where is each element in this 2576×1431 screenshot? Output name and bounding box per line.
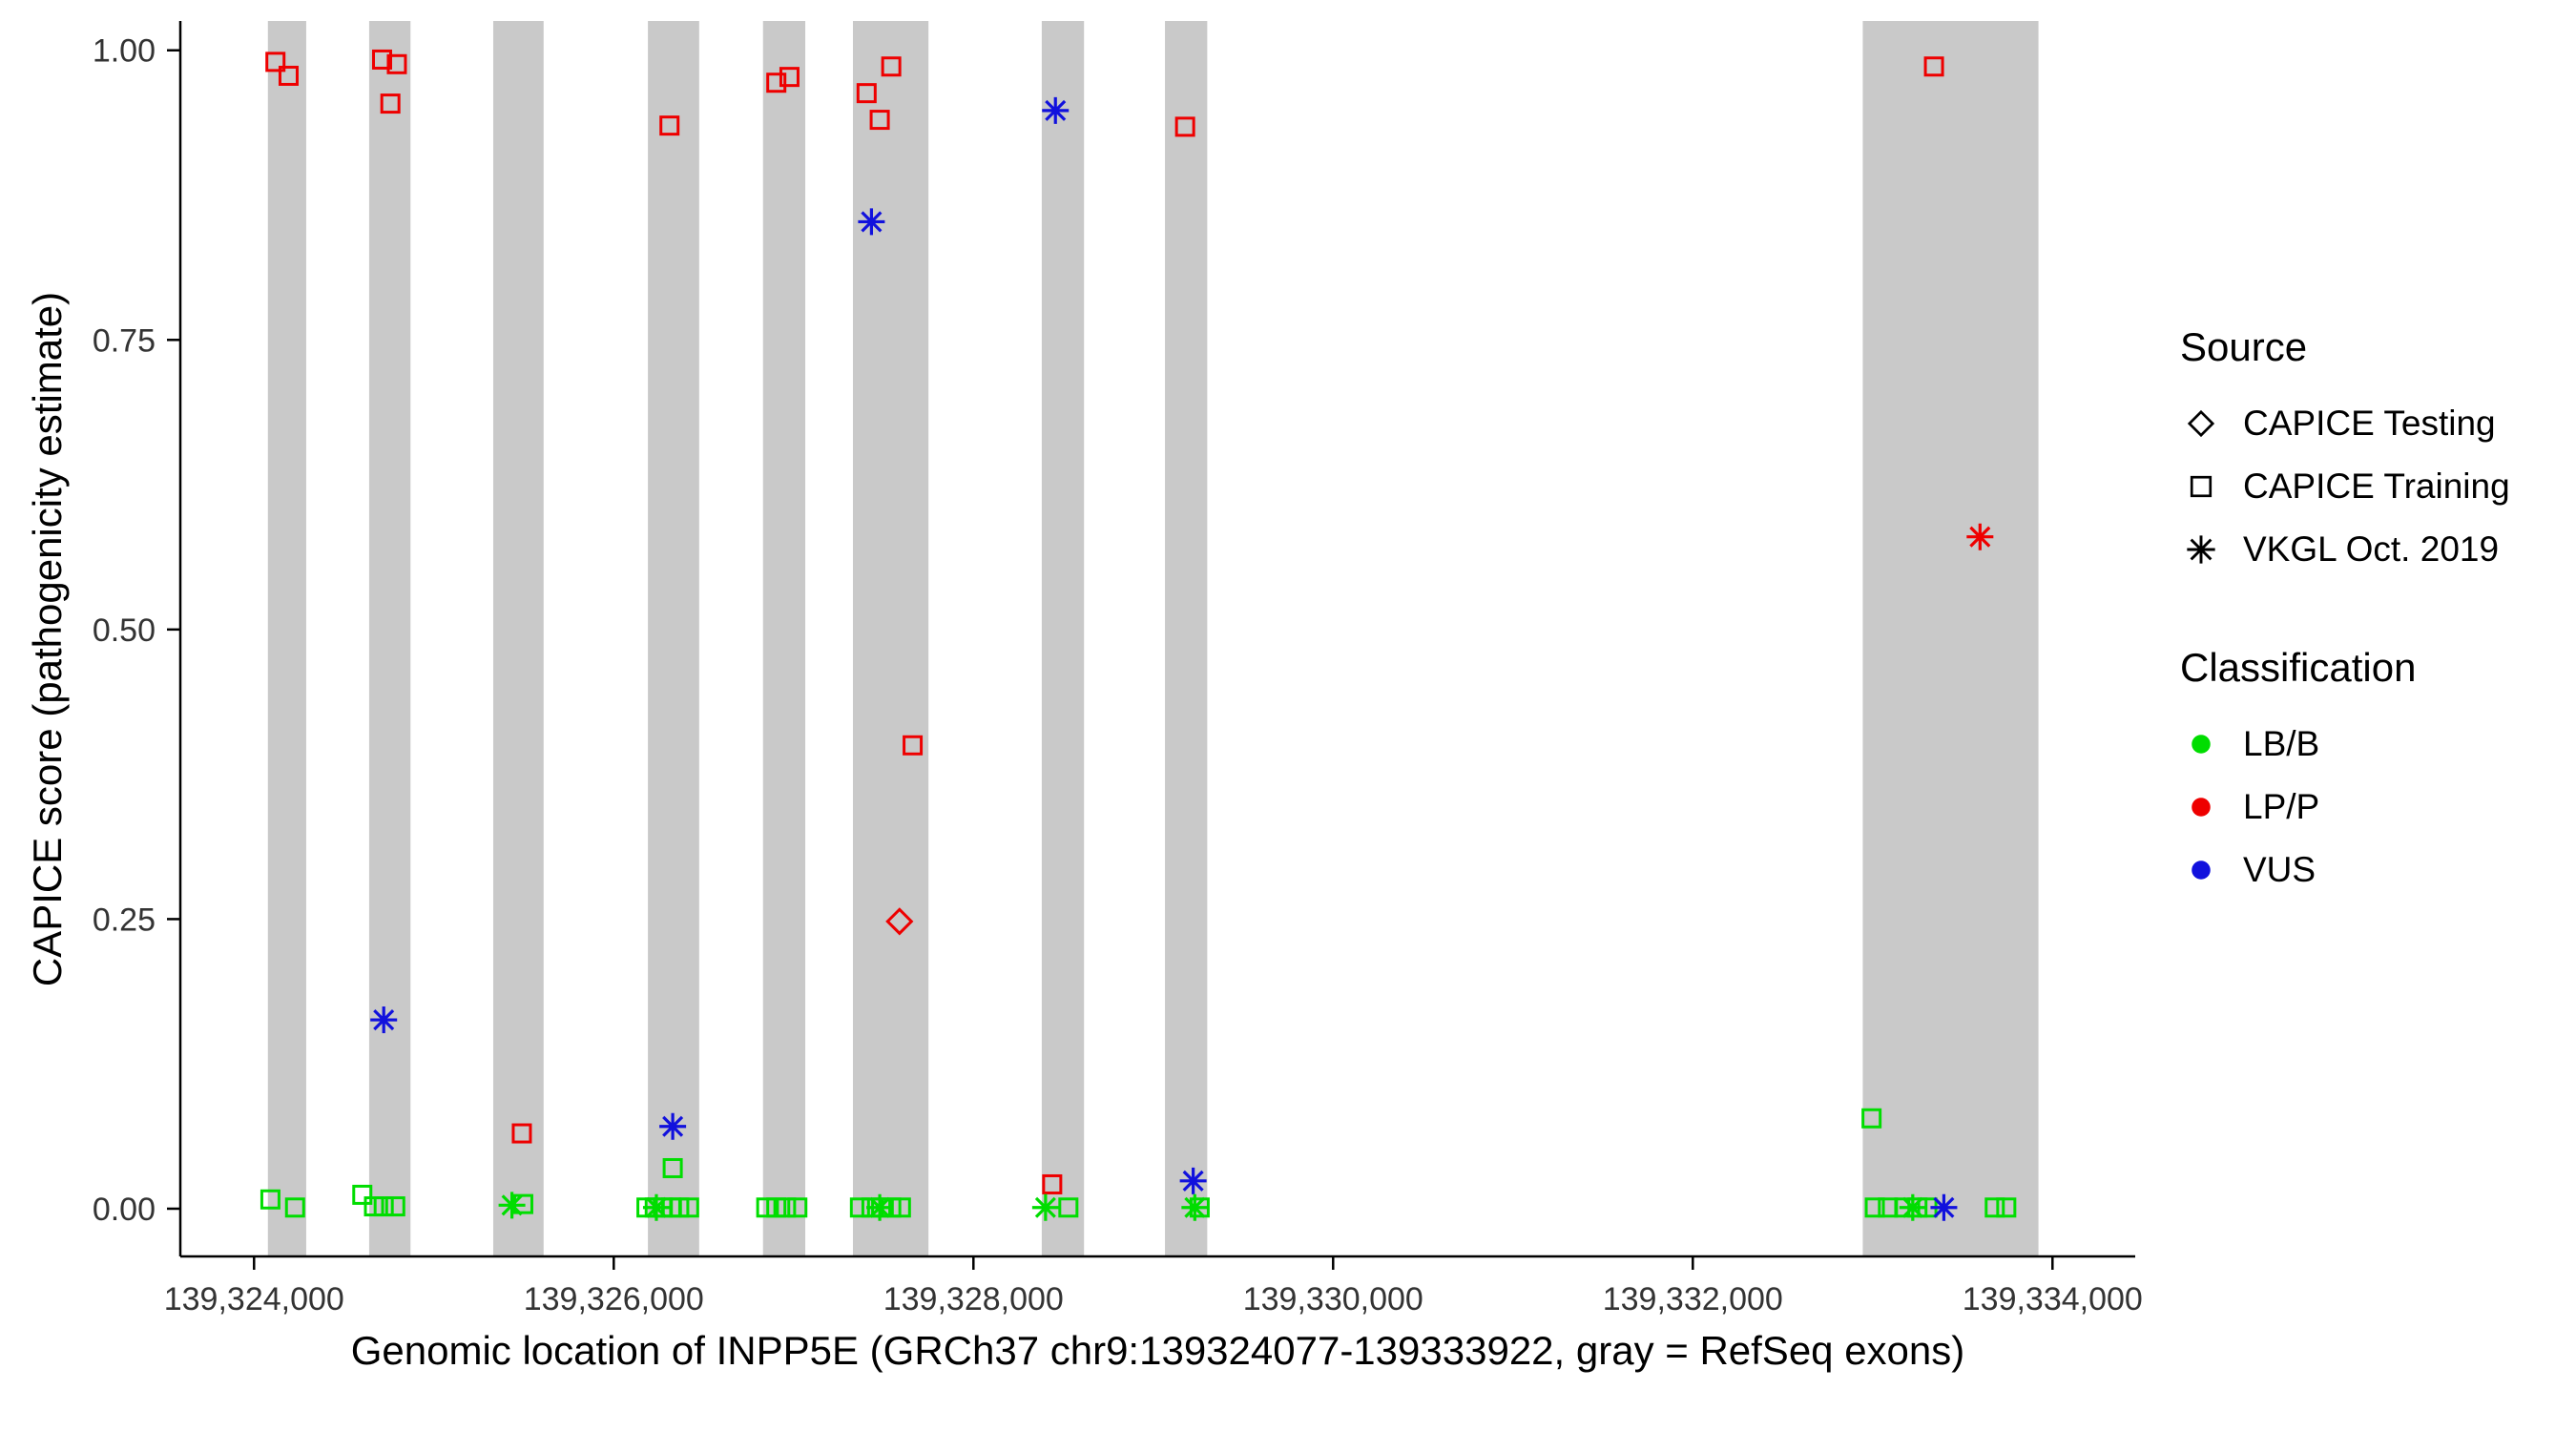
data-point-square bbox=[278, 65, 299, 86]
y-tick-label: 0.25 bbox=[93, 902, 156, 938]
legend-label-vkgl: VKGL Oct. 2019 bbox=[2243, 529, 2500, 569]
data-point-square bbox=[678, 1197, 699, 1218]
data-point-asterisk bbox=[498, 1192, 526, 1219]
legend-group-source: Source CAPICE Testing CAPICE Training VK… bbox=[2180, 324, 2571, 570]
lpp-color-dot-icon bbox=[2192, 798, 2211, 817]
exon-bar bbox=[648, 21, 699, 1256]
data-point-square bbox=[903, 735, 924, 756]
data-point-square bbox=[756, 1197, 777, 1218]
data-point-square bbox=[659, 115, 680, 136]
data-point-square bbox=[1174, 116, 1195, 137]
y-tick-label: 0.75 bbox=[93, 322, 156, 359]
data-point-square bbox=[1864, 1197, 1885, 1218]
data-point-asterisk bbox=[1042, 96, 1070, 124]
lbb-color-dot-icon bbox=[2192, 735, 2211, 754]
data-point-square bbox=[881, 56, 902, 77]
series-testing-lpp bbox=[885, 907, 914, 936]
data-point-square bbox=[779, 67, 800, 88]
exon-bars bbox=[267, 21, 2039, 1256]
exon-bar bbox=[1165, 21, 1208, 1256]
legend-label-vus: VUS bbox=[2243, 850, 2316, 889]
legend-item-lpp: LP/P bbox=[2180, 786, 2571, 828]
data-point-square bbox=[1058, 1197, 1079, 1218]
data-point-asterisk bbox=[1899, 1193, 1926, 1221]
data-point-square bbox=[284, 1197, 305, 1218]
exon-bar bbox=[852, 21, 929, 1256]
data-point-asterisk bbox=[1930, 1193, 1958, 1221]
x-axis-title: Genomic location of INPP5E (GRCh37 chr9:… bbox=[350, 1328, 1965, 1373]
x-tick-label: 139,326,000 bbox=[524, 1281, 704, 1317]
data-point-diamond bbox=[885, 907, 914, 936]
data-point-square bbox=[1996, 1197, 2017, 1218]
data-point-square bbox=[1923, 56, 1944, 77]
legend-label-lbb: LB/B bbox=[2243, 724, 2320, 763]
data-point-asterisk bbox=[1031, 1193, 1059, 1221]
data-point-asterisk bbox=[659, 1112, 687, 1140]
legend-group-classification: Classification LB/B LP/P VUS bbox=[2180, 645, 2571, 891]
exon-bar bbox=[368, 21, 411, 1256]
data-point-square bbox=[352, 1184, 373, 1205]
data-point-asterisk bbox=[1179, 1167, 1207, 1194]
data-point-square bbox=[386, 53, 407, 74]
data-point-square bbox=[662, 1157, 683, 1178]
data-point-square bbox=[260, 1189, 280, 1210]
exon-bar bbox=[1862, 21, 2039, 1256]
data-point-square bbox=[776, 1197, 797, 1218]
series-vkgl-vus bbox=[370, 96, 1958, 1221]
legend-label-capice-testing: CAPICE Testing bbox=[2243, 404, 2496, 443]
legend-item-vus: VUS bbox=[2180, 849, 2571, 891]
x-tick-label: 139,324,000 bbox=[164, 1281, 344, 1317]
data-point-square bbox=[766, 73, 787, 93]
data-point-square bbox=[384, 1196, 405, 1217]
data-point-square bbox=[787, 1197, 808, 1218]
legend-item-lbb: LB/B bbox=[2180, 723, 2571, 765]
legend-item-capice-training: CAPICE Training bbox=[2180, 466, 2571, 508]
data-point-square bbox=[856, 83, 877, 104]
data-point-square bbox=[869, 110, 890, 131]
data-point-asterisk bbox=[858, 208, 885, 236]
vus-color-dot-icon bbox=[2192, 861, 2211, 880]
data-point-asterisk bbox=[866, 1193, 894, 1221]
data-point-square bbox=[265, 52, 286, 73]
y-axis-title: CAPICE score (pathogenicity estimate) bbox=[25, 291, 70, 987]
square-icon bbox=[2190, 475, 2212, 498]
legend-item-capice-testing: CAPICE Testing bbox=[2180, 403, 2571, 445]
series-vkgl-lbb bbox=[498, 1192, 1926, 1221]
data-point-square bbox=[380, 93, 401, 114]
legend-title-classification: Classification bbox=[2180, 645, 2417, 690]
data-point-asterisk bbox=[1181, 1193, 1209, 1221]
y-tick-label: 0.00 bbox=[93, 1192, 156, 1228]
x-tick-label: 139,328,000 bbox=[883, 1281, 1064, 1317]
data-point-square bbox=[1984, 1197, 2005, 1218]
legend-label-capice-training: CAPICE Training bbox=[2243, 467, 2510, 506]
y-tick-label: 1.00 bbox=[93, 33, 156, 70]
series-vkgl-lpp bbox=[1966, 523, 1994, 550]
data-point-asterisk bbox=[370, 1006, 398, 1034]
data-point-asterisk bbox=[642, 1193, 670, 1221]
series-training-lpp bbox=[265, 49, 1944, 1194]
data-point-square bbox=[371, 49, 392, 70]
exon-bar bbox=[1041, 21, 1085, 1256]
legend-title-source: Source bbox=[2180, 324, 2308, 369]
y-tick-label: 0.50 bbox=[93, 612, 156, 649]
data-point-square bbox=[1861, 1108, 1882, 1129]
diamond-icon bbox=[2187, 409, 2215, 438]
legend-label-lpp: LP/P bbox=[2243, 787, 2320, 826]
x-tick-label: 139,330,000 bbox=[1243, 1281, 1423, 1317]
x-tick-label: 139,332,000 bbox=[1603, 1281, 1783, 1317]
exon-bar bbox=[267, 21, 306, 1256]
legend: Source CAPICE Testing CAPICE Training VK… bbox=[2180, 324, 2571, 965]
data-point-square bbox=[511, 1123, 532, 1144]
asterisk-icon bbox=[2187, 535, 2215, 564]
data-point-square bbox=[373, 1196, 394, 1217]
data-point-square bbox=[1042, 1173, 1063, 1194]
x-tick-label: 139,334,000 bbox=[1963, 1281, 2143, 1317]
data-point-asterisk bbox=[1966, 523, 1994, 550]
exon-bar bbox=[492, 21, 544, 1256]
exon-bar bbox=[762, 21, 806, 1256]
legend-item-vkgl: VKGL Oct. 2019 bbox=[2180, 529, 2571, 570]
